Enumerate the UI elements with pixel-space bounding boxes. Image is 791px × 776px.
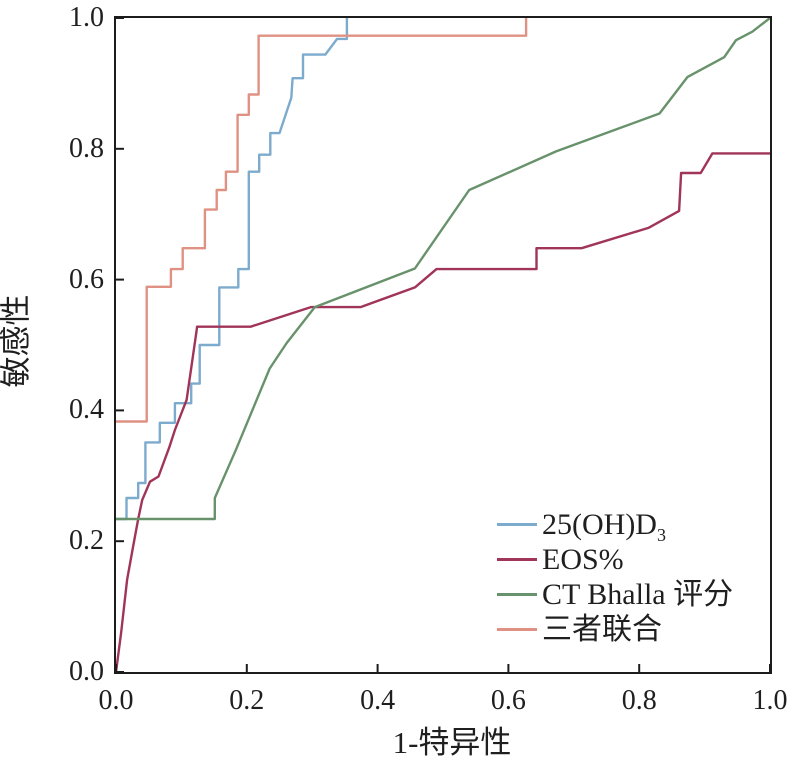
legend-label-subscript: 3 [656,524,666,545]
legend-label-text: EOS% [542,542,624,576]
x-tick-label: 0.2 [229,685,265,716]
legend-item-combined: 三者联合 [497,612,733,647]
legend-label-text: CT Bhalla 评分 [542,577,734,611]
x-tick-label: 0.8 [621,685,657,716]
x-tick-label: 0.6 [490,685,526,716]
y-tick-label: 0.6 [69,263,104,295]
y-tick-label: 0.4 [69,394,104,426]
x-tick-label: 0.4 [360,685,396,716]
y-tick-label: 0.0 [69,656,104,687]
x-axis-title: 1-特异性 [392,725,512,760]
legend-swatch-combined [497,628,537,631]
roc-curve-25ohd3 [116,18,349,521]
legend-label-25ohd3: 25(OH)D3 [542,507,666,544]
roc-curve-combined [116,18,528,423]
legend-item-eos: EOS% [497,542,733,577]
legend-item-25ohd3: 25(OH)D3 [497,507,733,544]
legend-label-ct-bhalla: CT Bhalla 评分 [542,577,734,611]
x-tick-label: 1.0 [752,685,788,716]
y-axis-title: 敏感性 [0,294,34,388]
y-tick-label: 1.0 [69,2,104,33]
legend-label-text: 25(OH)D [542,507,657,541]
legend: 25(OH)D3 EOS% CT Bhalla 评分 三者联合 [497,507,733,647]
roc-curve-eos [116,152,770,672]
legend-swatch-eos [497,558,537,561]
legend-swatch-ct-bhalla [497,593,537,596]
roc-curve-ct-bhalla [116,18,770,521]
legend-swatch-25ohd3 [497,523,537,526]
x-tick-label: 0.0 [98,685,134,716]
y-tick-label: 0.2 [69,525,104,557]
plot-area: 25(OH)D3 EOS% CT Bhalla 评分 三者联合 [114,16,772,674]
legend-label-combined: 三者联合 [542,612,662,646]
legend-item-ct-bhalla: CT Bhalla 评分 [497,577,733,612]
legend-label-eos: EOS% [542,542,624,576]
y-tick-label: 0.8 [69,132,104,164]
legend-label-text: 三者联合 [542,612,662,646]
roc-curves-canvas [116,18,770,672]
